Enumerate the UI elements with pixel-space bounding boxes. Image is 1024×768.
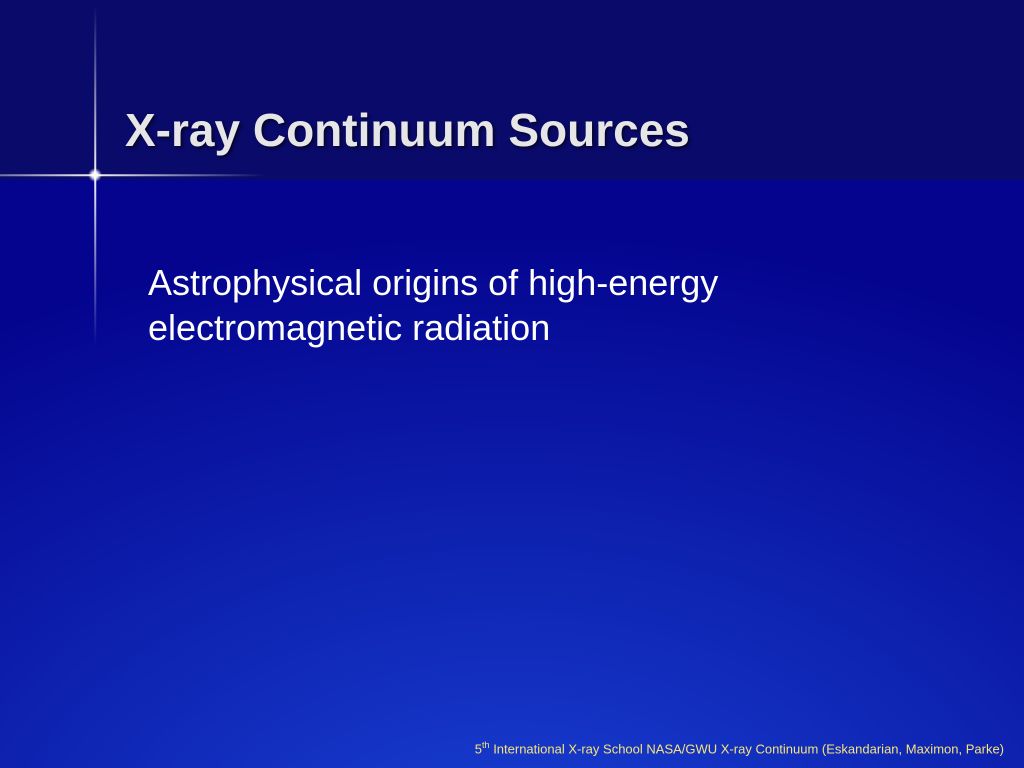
- footer-text: International X-ray School NASA/GWU X-ra…: [490, 741, 1004, 756]
- footer-ordinal: 5: [475, 741, 482, 756]
- slide-title: X-ray Continuum Sources: [125, 103, 690, 157]
- slide: X-ray Continuum Sources Astrophysical or…: [0, 0, 1024, 768]
- slide-footer: 5th International X-ray School NASA/GWU …: [475, 740, 1004, 756]
- slide-subtitle: Astrophysical origins of high-energy ele…: [148, 260, 868, 350]
- footer-ordinal-suffix: th: [482, 740, 490, 750]
